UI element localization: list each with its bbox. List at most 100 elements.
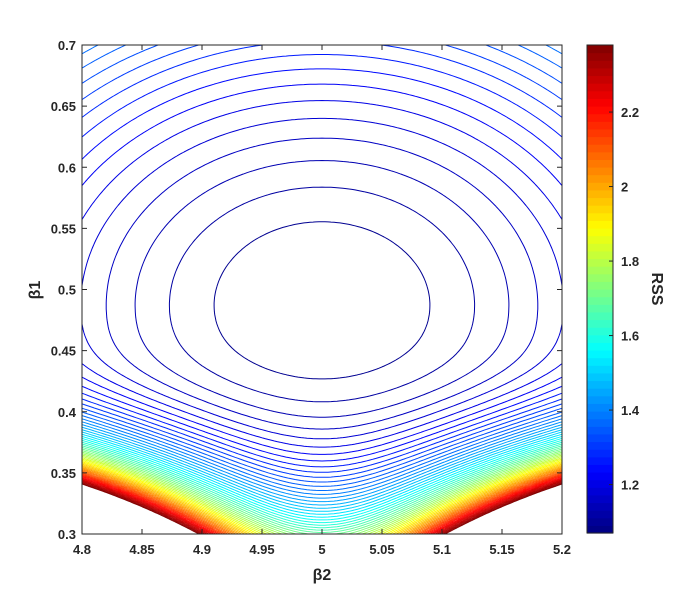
colorbar-frame <box>586 44 614 534</box>
contour-line <box>82 437 562 521</box>
colorbar-band <box>587 98 613 107</box>
contour-line <box>82 453 562 534</box>
colorbar-band <box>587 144 613 153</box>
colorbar-band <box>587 151 613 160</box>
colorbar-band <box>587 327 613 336</box>
contour-line <box>82 468 562 534</box>
colorbar-band <box>587 472 613 481</box>
contour-line <box>82 462 562 534</box>
colorbar-band <box>587 212 613 221</box>
y-tick-label: 0.7 <box>58 38 76 53</box>
colorbar-tick-label: 1.8 <box>621 254 639 269</box>
colorbar-band <box>587 197 613 206</box>
contour-line <box>82 477 562 534</box>
x-tick-label: 5 <box>318 542 325 557</box>
colorbar-band <box>587 174 613 183</box>
colorbar-band <box>587 228 613 237</box>
contour-line <box>82 459 562 534</box>
contour-line <box>82 475 562 534</box>
colorbar-band <box>587 182 613 191</box>
x-tick-label: 4.8 <box>73 542 91 557</box>
colorbar-band <box>587 494 613 504</box>
colorbar-band <box>587 433 613 443</box>
colorbar <box>587 45 613 534</box>
contour-line <box>82 450 562 534</box>
contour-line <box>82 45 562 473</box>
colorbar-band <box>587 167 613 176</box>
colorbar-band <box>587 250 613 260</box>
colorbar-tick-label: 2.2 <box>621 105 639 120</box>
colorbar-band <box>587 319 613 328</box>
contour-line <box>82 461 562 534</box>
colorbar-band <box>587 311 613 321</box>
contour-line <box>82 478 562 534</box>
colorbar-band <box>587 418 613 427</box>
x-tick-label: 5.15 <box>489 542 514 557</box>
contour-line <box>82 433 562 515</box>
y-tick-label: 0.55 <box>51 221 76 236</box>
colorbar-band <box>587 106 613 115</box>
colorbar-band <box>587 273 613 282</box>
contour-line <box>82 463 562 534</box>
contour-line <box>82 421 562 499</box>
colorbar-band <box>587 441 613 450</box>
colorbar-band <box>587 128 613 138</box>
y-tick-label: 0.45 <box>51 344 76 359</box>
colorbar-band <box>587 136 613 145</box>
colorbar-band <box>587 113 613 122</box>
contour-line <box>82 418 562 495</box>
contour-line <box>105 137 539 430</box>
x-tick-label: 5.05 <box>369 542 394 557</box>
contour-line <box>82 431 562 512</box>
colorbar-band <box>587 60 613 69</box>
x-tick-label: 5.1 <box>433 542 451 557</box>
contour-line <box>82 469 562 534</box>
contour-line <box>82 68 562 462</box>
contour-line <box>82 45 562 478</box>
contour-line <box>82 482 562 534</box>
contour-line <box>82 445 562 531</box>
colorbar-ticks: 1.2 1.4 1.6 1.8 2 2.2 <box>609 105 640 493</box>
colorbar-band <box>587 479 613 488</box>
contour-line <box>82 435 562 518</box>
contour-line <box>82 451 562 534</box>
colorbar-band <box>587 449 613 458</box>
colorbar-band <box>587 83 613 92</box>
colorbar-band <box>587 525 613 534</box>
colorbar-band <box>587 159 613 168</box>
colorbar-band <box>587 281 613 290</box>
contour-line <box>82 474 562 534</box>
x-axis: 4.8 4.85 4.9 4.95 5 5.05 5.1 5.15 5.2 <box>73 45 571 557</box>
colorbar-tick-label: 1.4 <box>621 403 640 418</box>
contour-line <box>82 117 562 440</box>
colorbar-band <box>587 304 613 313</box>
colorbar-band <box>587 334 613 343</box>
contour-line <box>213 221 431 380</box>
contour-line <box>82 439 562 524</box>
contour-line <box>82 481 562 534</box>
colorbar-band <box>587 456 613 465</box>
contour-line <box>82 446 562 533</box>
contour-line <box>82 429 562 509</box>
colorbar-band <box>587 75 613 84</box>
colorbar-band <box>587 52 613 61</box>
y-tick-label: 0.3 <box>58 527 76 542</box>
y-tick-label: 0.5 <box>58 283 76 298</box>
colorbar-band <box>587 350 613 359</box>
colorbar-band <box>587 502 613 511</box>
contour-line <box>82 465 562 534</box>
contour-line <box>82 458 562 534</box>
contour-line <box>82 83 562 455</box>
contour-line <box>82 45 562 487</box>
contour-line <box>82 480 562 534</box>
colorbar-band <box>587 121 613 130</box>
contour-line <box>134 160 510 418</box>
colorbar-band <box>587 220 613 229</box>
colorbar-label: RSS <box>648 273 665 306</box>
colorbar-band <box>587 289 613 298</box>
colorbar-band <box>587 90 613 99</box>
colorbar-band <box>587 45 613 54</box>
contour-line <box>82 479 562 534</box>
contour-line <box>82 472 562 534</box>
